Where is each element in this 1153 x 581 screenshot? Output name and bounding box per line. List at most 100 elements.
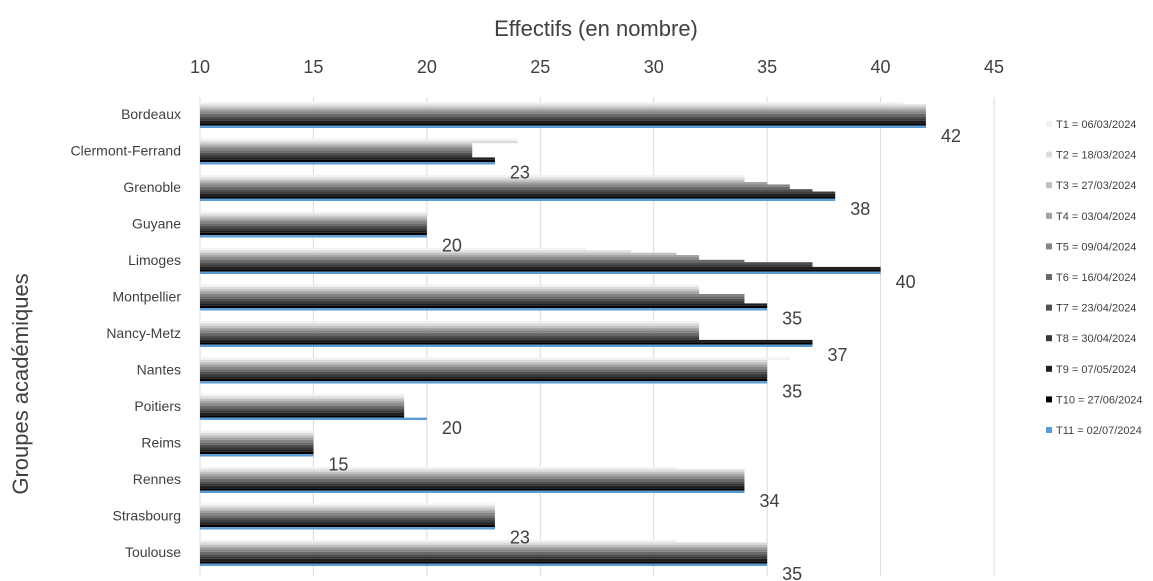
bar — [200, 432, 314, 436]
bar — [200, 330, 700, 333]
bar — [200, 303, 768, 306]
bar — [200, 323, 700, 326]
legend-item: T5 = 09/04/2024 — [1056, 241, 1136, 253]
bar — [200, 269, 881, 272]
bar — [200, 483, 745, 486]
category-label: Clermont-Ferrand — [71, 143, 181, 159]
bar — [200, 328, 700, 331]
x-tick-label: 15 — [303, 57, 323, 77]
category-label: Montpellier — [113, 289, 182, 305]
category-labels: Bordeaux Clermont-Ferrand Grenoble Guyane Li… — [71, 106, 182, 560]
category-label: Guyane — [132, 216, 181, 232]
bar — [200, 549, 768, 552]
category-label: Limoges — [128, 252, 181, 268]
bar — [200, 177, 745, 180]
bar — [200, 512, 495, 516]
bar — [200, 113, 926, 117]
legend-swatch — [1046, 335, 1052, 342]
bar — [200, 321, 700, 324]
bar — [200, 116, 926, 119]
legend-swatch — [1046, 121, 1052, 127]
bar — [200, 291, 700, 294]
bar — [200, 155, 473, 158]
bar — [200, 325, 700, 329]
bar — [200, 451, 314, 455]
x-tick-label: 30 — [644, 57, 664, 77]
bar — [200, 398, 405, 402]
bar — [200, 510, 495, 513]
bar — [200, 179, 745, 183]
bar — [200, 123, 926, 126]
bar — [200, 271, 881, 274]
bar — [200, 296, 745, 299]
bar — [200, 551, 768, 555]
bar — [200, 556, 768, 559]
y-axis-title: Groupes académiques — [8, 273, 33, 494]
bar — [200, 485, 745, 489]
bar — [200, 284, 700, 287]
bar — [200, 547, 768, 550]
bar — [200, 182, 768, 185]
bar — [200, 293, 745, 297]
bar — [200, 120, 926, 124]
bar — [200, 503, 495, 506]
bar — [200, 216, 427, 219]
category-label: Reims — [141, 435, 181, 451]
bar — [200, 376, 768, 379]
bar — [200, 476, 745, 479]
legend-swatch — [1046, 304, 1052, 311]
bar — [200, 211, 427, 214]
bar — [200, 481, 745, 484]
bar — [200, 415, 405, 418]
bar — [200, 162, 495, 165]
bar — [200, 235, 427, 238]
data-label: 35 — [782, 382, 802, 402]
bar — [200, 102, 904, 105]
legend-swatch — [1046, 243, 1052, 250]
bar — [200, 298, 745, 302]
category-label: Nantes — [137, 362, 181, 378]
legend-item: T10 = 27/06/2024 — [1056, 394, 1143, 406]
bar — [200, 371, 768, 375]
bar — [200, 175, 745, 178]
bar — [200, 196, 836, 199]
bar — [200, 218, 427, 221]
bar — [200, 138, 518, 141]
bar — [200, 396, 405, 399]
bar — [200, 515, 495, 518]
legend-swatch — [1046, 427, 1052, 433]
bar — [200, 412, 405, 416]
bar — [200, 257, 700, 260]
legend: T1 = 06/03/2024 T2 = 18/03/2024 T3 = 27/03… — [1046, 119, 1143, 437]
bar — [200, 228, 427, 231]
bar — [200, 250, 632, 253]
legend-swatch — [1046, 212, 1052, 219]
bar — [200, 335, 700, 338]
bar — [200, 339, 813, 343]
bar — [200, 189, 813, 192]
bar — [200, 159, 495, 163]
bar — [200, 558, 768, 562]
bar — [200, 145, 473, 148]
bar — [200, 259, 745, 263]
bar — [200, 262, 813, 265]
bar — [200, 152, 473, 156]
bar — [200, 147, 473, 151]
bar — [200, 157, 495, 160]
bar — [200, 405, 405, 409]
bar — [200, 394, 405, 397]
bar — [200, 225, 427, 229]
bar — [200, 109, 926, 112]
bar — [200, 469, 745, 472]
bar — [200, 308, 768, 311]
legend-item: T8 = 30/04/2024 — [1056, 333, 1136, 345]
bar — [200, 437, 314, 440]
legend-item: T7 = 23/04/2024 — [1056, 303, 1136, 315]
bar — [200, 527, 495, 530]
x-tick-label: 35 — [757, 57, 777, 77]
bar — [200, 508, 495, 511]
bar — [200, 150, 473, 153]
data-label: 23 — [510, 528, 530, 548]
bar — [200, 359, 768, 363]
bar — [200, 540, 677, 543]
